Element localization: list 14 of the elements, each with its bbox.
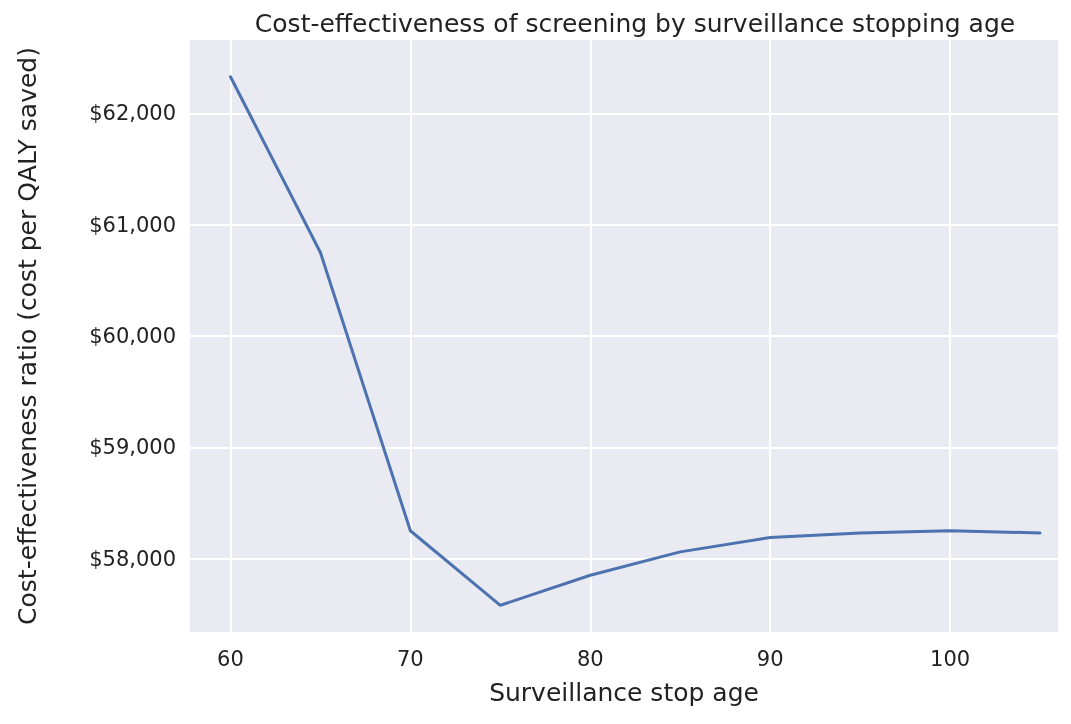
x-tick-label: 70 — [397, 646, 424, 671]
x-axis-title: Surveillance stop age — [489, 678, 759, 707]
x-tick-label: 80 — [576, 646, 604, 671]
y-tick-label: $60,000 — [89, 324, 176, 348]
y-tick-label: $61,000 — [89, 212, 176, 237]
x-tick-label: 90 — [756, 646, 784, 671]
y-tick-label: $62,000 — [89, 101, 176, 126]
chart-title: Cost-effectiveness of screening by surveillance stopping age — [254, 9, 1016, 38]
y-tick-label: $58,000 — [89, 546, 176, 571]
x-tick-label: 60 — [217, 646, 244, 671]
x-tick-label: 100 — [930, 646, 971, 671]
line-series — [228, 75, 1042, 607]
y-tick-label: $59,000 — [89, 435, 176, 460]
y-axis-title: Cost-effectiveness ratio (cost per QALY saved) — [13, 47, 42, 625]
